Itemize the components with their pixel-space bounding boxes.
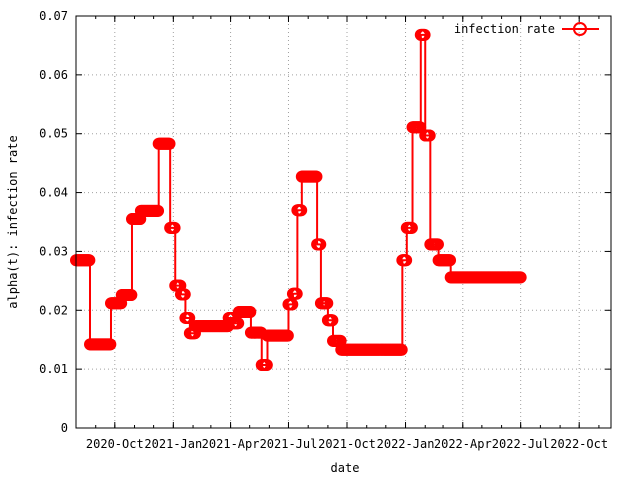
x-tick-label: 2022-Jul xyxy=(492,437,550,451)
data-point xyxy=(244,306,257,319)
data-point xyxy=(514,271,527,284)
legend: infection rate xyxy=(454,22,599,36)
data-point xyxy=(183,311,196,324)
data-point xyxy=(152,204,165,217)
y-axis-title: alpha(t): infection rate xyxy=(6,135,20,308)
data-point xyxy=(281,329,294,342)
y-tick-label: 0 xyxy=(61,421,68,435)
legend-label: infection rate xyxy=(454,22,555,36)
data-point xyxy=(423,129,436,142)
x-tick-label: 2020-Oct xyxy=(86,437,144,451)
x-tick-label: 2022-Oct xyxy=(550,437,608,451)
x-tick-label: 2022-Jan xyxy=(377,437,435,451)
grid xyxy=(76,16,611,428)
data-point xyxy=(400,254,413,267)
data-point xyxy=(104,338,117,351)
series-layer xyxy=(70,28,527,372)
y-tick-label: 0.07 xyxy=(39,9,68,23)
data-point xyxy=(326,314,339,327)
x-tick-label: 2021-Jan xyxy=(144,437,202,451)
x-tick-label: 2021-Jul xyxy=(260,437,318,451)
y-tick-label: 0.03 xyxy=(39,244,68,258)
data-point xyxy=(295,204,308,217)
data-point xyxy=(395,343,408,356)
data-point xyxy=(418,28,431,41)
data-point xyxy=(290,287,303,300)
data-point xyxy=(260,359,273,372)
data-point xyxy=(321,297,334,310)
data-point xyxy=(414,121,427,134)
data-point xyxy=(405,221,418,234)
data-point xyxy=(178,288,191,301)
y-tick-label: 0.01 xyxy=(39,362,68,376)
y-tick-label: 0.06 xyxy=(39,68,68,82)
y-tick-label: 0.02 xyxy=(39,303,68,317)
x-tick-label: 2021-Apr xyxy=(202,437,260,451)
x-tick-label: 2022-Apr xyxy=(434,437,492,451)
data-point xyxy=(444,254,457,267)
x-tick-label: 2021-Oct xyxy=(318,437,376,451)
plot-frame xyxy=(75,15,612,429)
series-line xyxy=(76,33,522,367)
y-tick-label: 0.05 xyxy=(39,127,68,141)
data-point xyxy=(163,137,176,150)
data-point xyxy=(125,288,138,301)
data-point xyxy=(431,238,444,251)
data-point xyxy=(168,221,181,234)
y-tick-label: 0.04 xyxy=(39,186,68,200)
x-axis-title: date xyxy=(331,461,360,475)
data-point xyxy=(310,170,323,183)
data-point xyxy=(314,238,327,251)
data-point xyxy=(83,254,96,267)
legend-marker xyxy=(573,22,587,36)
data-point xyxy=(232,317,245,330)
